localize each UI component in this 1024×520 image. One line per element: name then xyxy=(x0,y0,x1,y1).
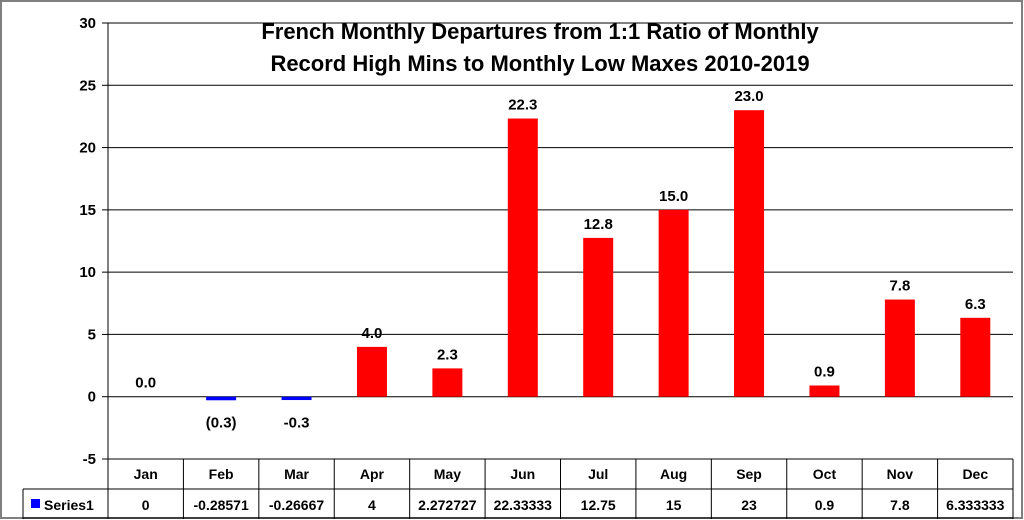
x-tick-label: Oct xyxy=(813,466,837,482)
bar-aug xyxy=(658,209,689,397)
y-tick-label: 20 xyxy=(79,140,96,157)
table-value: 12.75 xyxy=(581,497,616,513)
x-tick-label: Aug xyxy=(660,466,687,482)
bar-jun xyxy=(507,118,538,397)
table-value: 4 xyxy=(368,497,376,513)
legend-key xyxy=(31,499,40,508)
table-value: 0.9 xyxy=(815,497,835,513)
table-value: 22.33333 xyxy=(494,497,553,513)
chart-title: French Monthly Departures from 1:1 Ratio… xyxy=(261,19,819,76)
data-label-jan: 0.0 xyxy=(135,375,156,392)
x-tick-label: Jan xyxy=(134,466,158,482)
data-label-feb: (0.3) xyxy=(206,415,237,432)
y-tick-label: 15 xyxy=(79,202,96,219)
data-label-nov: 7.8 xyxy=(889,278,910,295)
table-value: 0 xyxy=(142,497,150,513)
y-tick-label: 25 xyxy=(79,77,96,94)
bar-nov xyxy=(884,299,915,397)
data-label-sep: 23.0 xyxy=(734,88,763,105)
x-tick-label: Feb xyxy=(209,466,234,482)
x-tick-label: May xyxy=(434,466,461,482)
bar-mar xyxy=(281,396,312,401)
bar-may xyxy=(432,368,463,397)
table-value: -0.28571 xyxy=(193,497,248,513)
x-tick-label: Nov xyxy=(887,466,914,482)
y-tick-label: 10 xyxy=(79,264,96,281)
bar-oct xyxy=(809,385,840,397)
y-tick-label: 0 xyxy=(88,389,96,406)
data-label-jul: 12.8 xyxy=(584,216,613,233)
data-label-aug: 15.0 xyxy=(659,188,688,205)
bar-dec xyxy=(960,317,991,397)
data-label-apr: 4.0 xyxy=(362,325,383,342)
bar-sep xyxy=(734,110,765,397)
data-labels: 0.0 (0.3) -0.3 4.0 2.3 22.3 12.8 15.0 23.0 0.9 7.8… xyxy=(135,88,985,432)
bar-apr xyxy=(356,346,387,397)
table-value: 6.333333 xyxy=(946,497,1005,513)
data-label-oct: 0.9 xyxy=(814,364,835,381)
y-tick-label: -5 xyxy=(83,451,96,468)
data-table: Jan 0 Feb -0.28571 Mar -0.26667 Apr 4 May 2.27272… xyxy=(22,458,1014,519)
data-label-jun: 22.3 xyxy=(508,97,537,114)
y-tick-label: 30 xyxy=(79,15,96,32)
data-label-mar: -0.3 xyxy=(284,415,310,432)
chart-title-line-2: Record High Mins to Monthly Low Maxes 20… xyxy=(270,51,809,76)
table-value: 7.8 xyxy=(890,497,910,513)
chart-title-line-1: French Monthly Departures from 1:1 Ratio… xyxy=(261,19,819,44)
bars xyxy=(206,110,991,401)
data-label-may: 2.3 xyxy=(437,346,458,363)
bar-feb xyxy=(206,396,237,401)
y-axis: -5 0 5 10 15 20 25 30 xyxy=(79,15,109,468)
x-tick-label: Jul xyxy=(588,466,608,482)
table-value: -0.26667 xyxy=(269,497,324,513)
x-tick-label: Apr xyxy=(360,466,385,482)
x-tick-label: Sep xyxy=(736,466,762,482)
bar-jul xyxy=(583,237,614,397)
table-value: 15 xyxy=(666,497,682,513)
table-value: 2.272727 xyxy=(418,497,477,513)
y-tick-label: 5 xyxy=(88,326,96,343)
table-value: 23 xyxy=(741,497,757,513)
legend-series-name: Series1 xyxy=(44,497,94,513)
data-label-dec: 6.3 xyxy=(965,296,986,313)
x-tick-label: Jun xyxy=(510,466,535,482)
x-tick-label: Mar xyxy=(284,466,309,482)
x-tick-label: Dec xyxy=(962,466,988,482)
